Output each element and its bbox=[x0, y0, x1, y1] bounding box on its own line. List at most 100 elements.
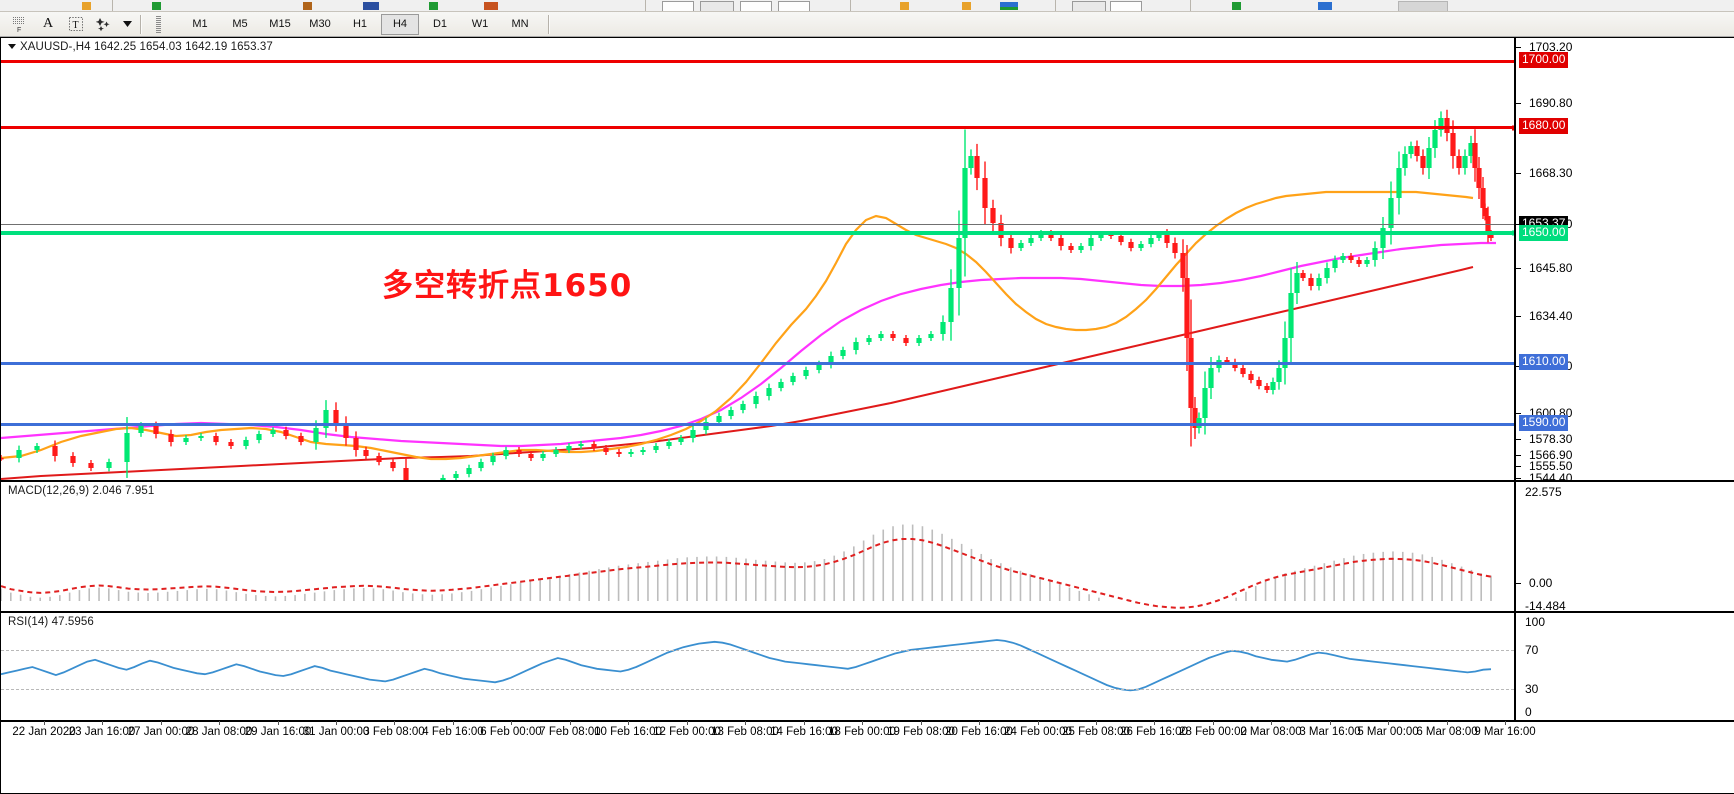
macd-histogram-bar bbox=[470, 590, 473, 601]
macd-histogram-bar bbox=[1382, 551, 1384, 601]
timeframe-w1[interactable]: W1 bbox=[471, 18, 489, 30]
price-pane[interactable]: XAUUSD-,H4 1642.25 1654.03 1642.19 1653.… bbox=[1, 38, 1734, 485]
macd-histogram-bar bbox=[490, 587, 492, 601]
price-tag-1650[interactable]: 1650.00 bbox=[1519, 225, 1569, 241]
time-axis-pane[interactable]: 22 Jan 2020 23 Jan 16:00 27 Jan 00:00 28 Ja… bbox=[1, 721, 1734, 793]
toolbar-fragment-icon[interactable] bbox=[303, 2, 312, 10]
pivot-line-1650[interactable] bbox=[1, 230, 1514, 236]
text-a-icon[interactable]: A bbox=[42, 16, 54, 31]
candle-body bbox=[866, 338, 872, 342]
macd-histogram-bar bbox=[980, 553, 983, 601]
macd-histogram-bar bbox=[284, 595, 287, 601]
candle-body bbox=[390, 462, 396, 468]
toolbar-fragment-icon[interactable] bbox=[1232, 2, 1241, 10]
time-axis-tick bbox=[979, 721, 980, 725]
rsi-pane[interactable]: RSI(14) 47.5956 100 70 30 0 bbox=[1, 613, 1734, 721]
toolbar-fragment-icon[interactable] bbox=[152, 2, 161, 10]
candle-body bbox=[1232, 362, 1238, 368]
candle-body bbox=[1156, 234, 1162, 238]
price-tag-1610[interactable]: 1610.00 bbox=[1519, 354, 1569, 370]
macd-histogram-bar bbox=[68, 592, 71, 601]
toolbar-fragment-box[interactable] bbox=[1072, 1, 1106, 11]
time-axis-tick bbox=[1271, 721, 1272, 725]
toolbar-fragment-icon[interactable] bbox=[1318, 2, 1332, 10]
timeframe-m30[interactable]: M30 bbox=[309, 18, 331, 30]
support-line-1590[interactable] bbox=[1, 423, 1514, 426]
toolbar-fragment-box[interactable] bbox=[740, 1, 772, 11]
time-axis-tick bbox=[1388, 721, 1389, 725]
support-line-1610[interactable] bbox=[1, 362, 1514, 365]
rsi-axis[interactable]: 100 70 30 0 bbox=[1514, 613, 1734, 720]
dropdown-arrow-icon[interactable] bbox=[119, 13, 135, 36]
toolbar-fragment-icon[interactable] bbox=[363, 2, 379, 10]
chart-canvas[interactable]: XAUUSD-,H4 1642.25 1654.03 1642.19 1653.… bbox=[0, 37, 1734, 794]
timeframe-h4[interactable]: H4 bbox=[381, 13, 419, 35]
timeframe-m5[interactable]: M5 bbox=[232, 18, 248, 30]
macd-histogram-bar bbox=[1254, 585, 1257, 601]
price-plot-area[interactable]: 多空转折点1650 bbox=[1, 38, 1514, 480]
toolbar-fragment-box[interactable] bbox=[700, 1, 734, 11]
candle-body bbox=[716, 416, 722, 422]
text-label-icon[interactable]: T bbox=[63, 13, 89, 36]
candle-body bbox=[52, 446, 58, 456]
collapse-arrow-icon[interactable] bbox=[8, 44, 16, 49]
chart-annotation-text[interactable]: 多空转折点1650 bbox=[382, 268, 633, 304]
timeframe-m15[interactable]: M15 bbox=[269, 18, 291, 30]
timeframe-mn[interactable]: MN bbox=[511, 18, 529, 30]
toolbar-overflow-row[interactable] bbox=[0, 0, 1734, 12]
toolbar-fragment-icon[interactable] bbox=[429, 2, 438, 10]
resistance-line-1680[interactable] bbox=[1, 125, 1514, 130]
ma-mid-line bbox=[1, 241, 1496, 448]
macd-tick-min: -14.484 bbox=[1525, 599, 1566, 613]
crosshair-f-icon[interactable]: F bbox=[7, 13, 33, 36]
macd-histogram-bar bbox=[764, 560, 767, 601]
price-axis[interactable]: 1703.201690.801668.301657.201645.801634.… bbox=[1514, 38, 1734, 485]
toolbar-fragment-icon[interactable] bbox=[82, 2, 91, 10]
toolbar-fragment-icon[interactable] bbox=[484, 2, 498, 10]
candle-body bbox=[1482, 208, 1488, 216]
timeframe-d1[interactable]: D1 bbox=[432, 18, 448, 30]
candle-body bbox=[816, 364, 822, 370]
candle-body bbox=[628, 452, 634, 454]
candle-body bbox=[1372, 248, 1378, 260]
time-axis-label: 18 Feb 00:00 bbox=[828, 726, 896, 738]
drawing-and-timeframe-toolbar[interactable]: F A T bbox=[0, 12, 1734, 37]
toolbar-fragment-box[interactable] bbox=[778, 1, 810, 11]
time-axis-label: 6 Mar 08:00 bbox=[1416, 726, 1478, 738]
macd-histogram-bar bbox=[1058, 584, 1061, 601]
timeframe-h1[interactable]: H1 bbox=[352, 18, 368, 30]
macd-axis[interactable]: 22.575 0.00 -14.484 bbox=[1514, 482, 1734, 613]
toolbar-fragment-box[interactable] bbox=[1110, 1, 1142, 11]
candle-body bbox=[1480, 188, 1486, 208]
candle-body bbox=[1008, 238, 1014, 248]
time-axis-labels[interactable]: 22 Jan 2020 23 Jan 16:00 27 Jan 00:00 28 Ja… bbox=[1, 721, 1536, 793]
resistance-line-1700[interactable] bbox=[1, 60, 1514, 63]
toolbar-fragment-icon[interactable] bbox=[1000, 2, 1018, 10]
candle-body bbox=[1282, 338, 1288, 368]
price-tag-1680[interactable]: 1680.00 bbox=[1519, 118, 1569, 134]
price-tag-1700[interactable]: 1700.00 bbox=[1519, 52, 1569, 68]
period-separator-icon[interactable] bbox=[147, 13, 173, 36]
candle-body bbox=[974, 156, 980, 178]
toolbar-fragment-icon[interactable] bbox=[962, 2, 971, 10]
macd-pane[interactable]: MACD(12,26,9) 2.046 7.951 22.575 0.00 -1… bbox=[1, 482, 1734, 613]
price-tag-1590[interactable]: 1590.00 bbox=[1519, 415, 1569, 431]
toolbar-fragment-box[interactable] bbox=[662, 1, 694, 11]
macd-plot-area[interactable] bbox=[1, 482, 1514, 611]
macd-indicator-label: MACD(12,26,9) 2.046 7.951 bbox=[8, 485, 155, 497]
candle-body bbox=[803, 370, 809, 376]
candle-body bbox=[138, 426, 144, 433]
timeframe-m1[interactable]: M1 bbox=[192, 18, 208, 30]
candlestick-series bbox=[1, 109, 1496, 480]
shapes-icon[interactable] bbox=[91, 13, 117, 36]
toolbar-fragment-icon[interactable] bbox=[900, 2, 909, 10]
toolbar-separator bbox=[850, 0, 851, 11]
candle-body bbox=[1270, 382, 1276, 390]
toolbar-fragment-box[interactable] bbox=[1398, 1, 1448, 11]
rsi-plot-area[interactable] bbox=[1, 613, 1514, 720]
candle-body bbox=[1388, 198, 1394, 228]
toolbar-fragment-icon[interactable] bbox=[1000, 7, 1018, 10]
candle-body bbox=[528, 454, 534, 458]
candle-body bbox=[1432, 130, 1438, 148]
